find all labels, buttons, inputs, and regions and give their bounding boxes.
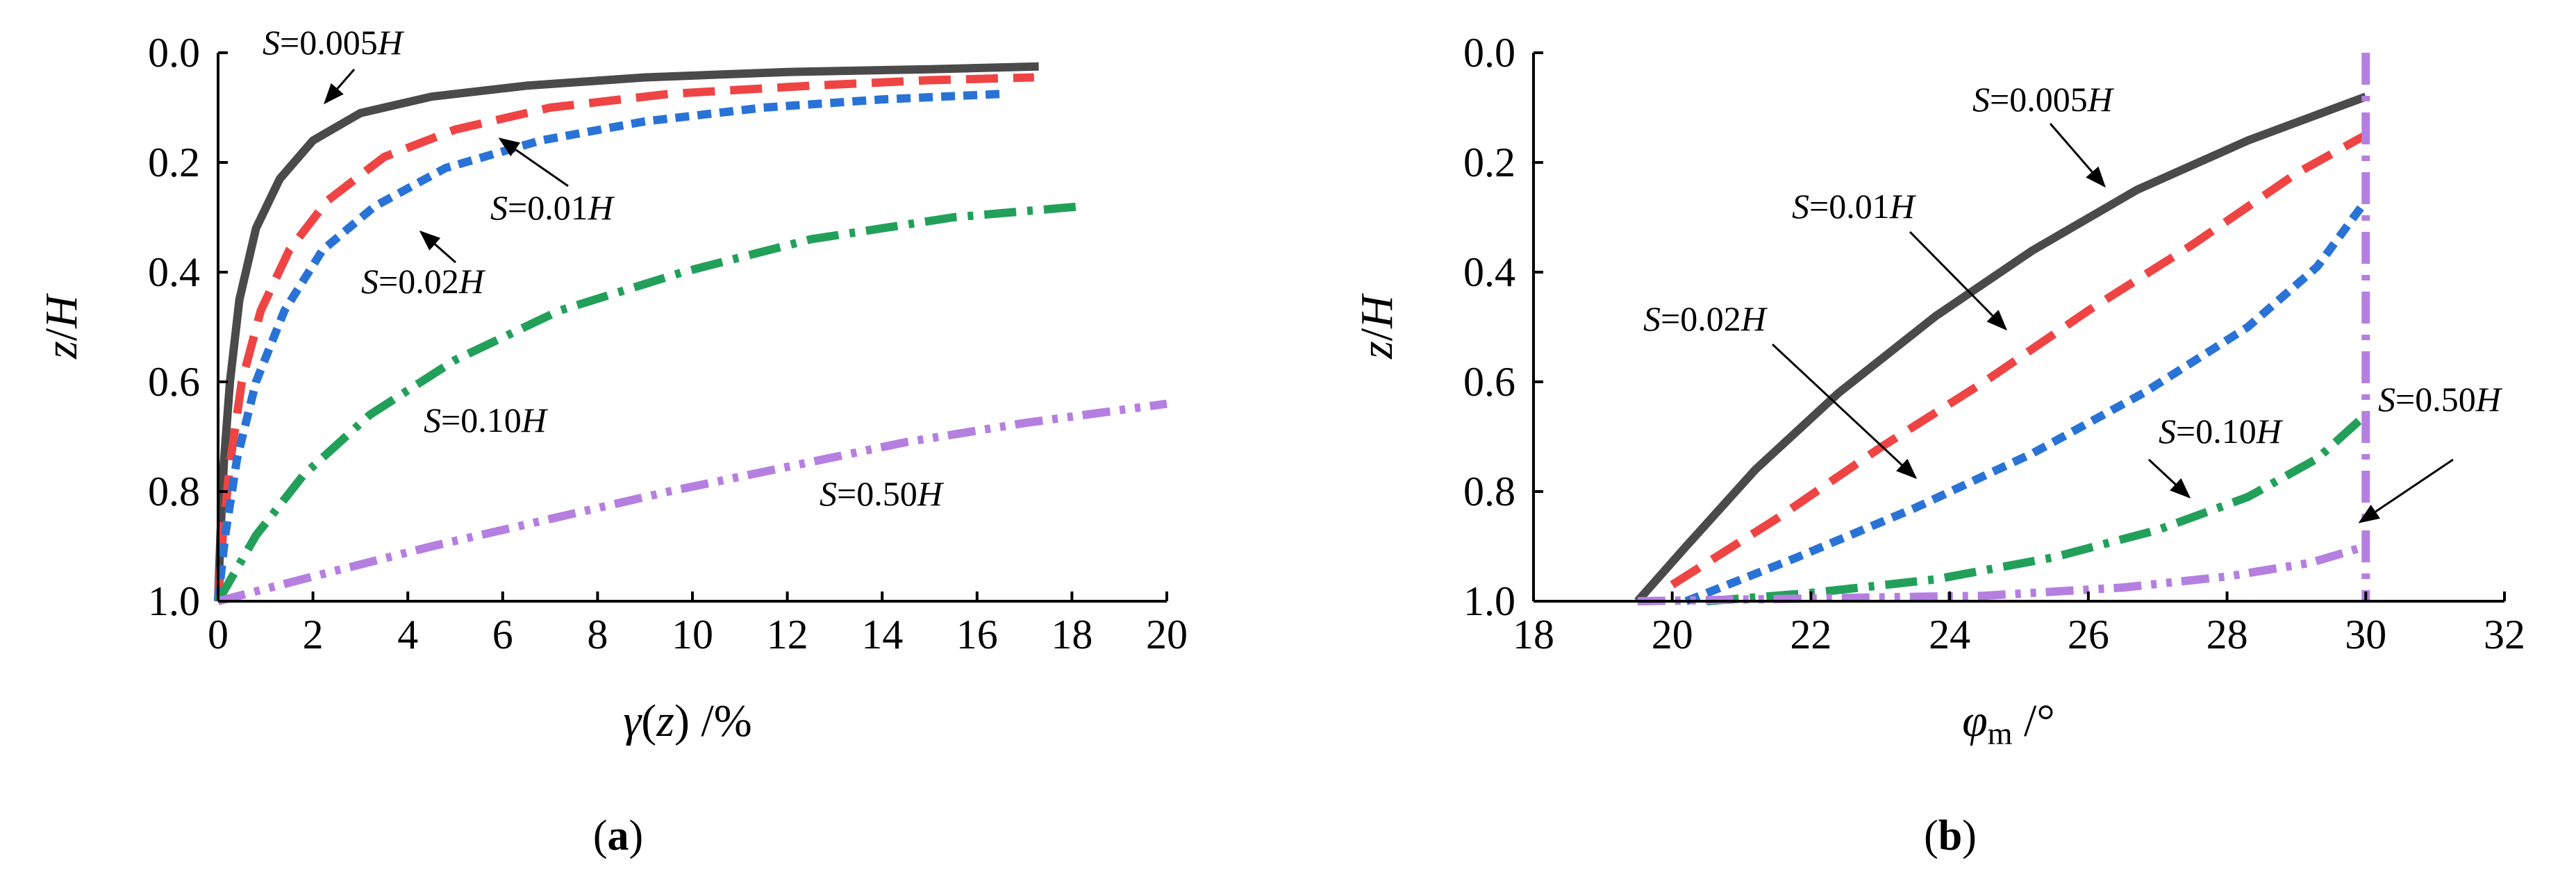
panel-a-annotation-s050: S=0.50H (820, 474, 945, 513)
panel-b-y-tick-label: 0.6 (1463, 359, 1515, 405)
panel-b-y-tick-label: 1.0 (1463, 578, 1515, 624)
panel-b-y-tick-label: 0.2 (1463, 140, 1515, 185)
panel-a-annotation-s001: S=0.01H (490, 188, 615, 227)
panel-b-y-axis-label: z/H (1352, 293, 1402, 360)
panel-b-annotation-s0005: S=0.005H (1972, 80, 2115, 119)
panel-a: 0 2 4 6 8 10 12 14 16 18 20 0.0 0.2 0.4 0.6 0.8 1.0 S=0.… (36, 23, 1188, 859)
panel-a-x-tick-label: 12 (767, 612, 808, 657)
panel-b-arrow-s0005 (2049, 123, 2106, 188)
panel-b-x-tick-label: 22 (1790, 612, 1831, 657)
panel-b-x-tick-label: 26 (2068, 612, 2109, 657)
panel-a-series-line-2 (214, 90, 1002, 602)
panel-a-x-tick-label: 2 (303, 612, 324, 657)
panel-a-annotation-s002: S=0.02H (361, 262, 486, 301)
panel-a-y-tick-label: 1.0 (148, 578, 200, 624)
panel-b-annotation-s001: S=0.01H (1792, 187, 1917, 226)
panel-b-x-tick-label: 20 (1652, 612, 1693, 657)
panel-a-y-tick-label: 0.0 (148, 30, 200, 76)
panel-b-x-tick-label: 18 (1513, 612, 1554, 657)
panel-b-series-line-2 (1684, 198, 2370, 605)
panel-a-x-tick-label: 18 (1051, 612, 1092, 657)
panel-a-y-tick-label: 0.4 (148, 249, 200, 295)
panel-b-y-tick-label: 0.4 (1463, 249, 1515, 295)
panel-a-annotation-s010: S=0.10H (424, 401, 549, 439)
panel-b-series-line-1 (1670, 131, 2368, 589)
panel-a-x-tick-label: 8 (587, 612, 608, 657)
panel-b-annotation-s002: S=0.02H (1643, 299, 1768, 338)
panel-b-x-axis-label: φm /° (1962, 696, 2055, 751)
panel-a-series-line-4 (217, 399, 1167, 605)
panel-a-x-tick-label: 6 (492, 612, 513, 657)
panel-a-y-tick-label: 0.6 (148, 359, 200, 405)
panel-a-annotation-s0005: S=0.005H (263, 23, 405, 62)
panel-a-series-line-3 (214, 202, 1082, 603)
panel-b-label: (b) (1924, 812, 1977, 859)
panel-a-x-tick-label: 14 (861, 612, 903, 657)
panel-a-y-tick-label: 0.8 (148, 469, 200, 514)
panel-b-y-tick-label: 0.0 (1463, 30, 1515, 76)
panel-a-x-tick-label: 4 (397, 612, 418, 657)
panel-b-series-line-3 (1706, 411, 2369, 605)
panel-b-series-line-0 (1634, 92, 2368, 604)
panel-a-series-line-0 (214, 62, 1039, 602)
panel-b-x-tick-label: 32 (2484, 612, 2525, 657)
panel-a-arrow-s002 (419, 230, 456, 264)
panel-b-annotation-s050: S=0.50H (2378, 380, 2503, 419)
panel-b-series-line-4 (1637, 542, 2368, 605)
panel-b-arrow-s050 (2358, 458, 2454, 523)
panel-b-series (1634, 53, 2370, 605)
panel-a-x-tick-label: 20 (1146, 612, 1188, 657)
panel-a-y-axis-label: z/H (36, 293, 87, 360)
panel-a-x-tick-label: 0 (208, 612, 228, 657)
panel-b: 18 20 22 24 26 28 30 32 0.0 0.2 0.4 0.6 0.8 1.0 S=0.0… (1352, 30, 2525, 859)
panel-b-arrow-s001 (1909, 230, 2008, 331)
panel-a-arrow-s001 (498, 137, 569, 187)
panel-b-x-tick-label: 30 (2345, 612, 2386, 657)
panel-a-series-line-1 (214, 73, 1034, 602)
panel-a-arrow-s0005 (324, 69, 356, 105)
panel-b-arrow-s010 (2147, 458, 2191, 499)
panel-a-y-tick-label: 0.2 (148, 140, 200, 185)
panel-a-series (214, 62, 1167, 605)
panel-a-x-axis-label: γ(z) /% (623, 696, 751, 746)
panel-b-annotation-s010: S=0.10H (2159, 412, 2284, 451)
panel-b-y-tick-label: 0.8 (1463, 469, 1515, 514)
panel-a-x-tick-label: 10 (672, 612, 713, 657)
panel-a-label: (a) (593, 812, 643, 859)
panel-b-x-tick-label: 28 (2207, 612, 2248, 657)
panel-b-x-tick-label: 24 (1929, 612, 1970, 657)
panel-a-x-tick-label: 16 (956, 612, 998, 657)
panel-b-arrow-s002 (1771, 343, 1918, 480)
